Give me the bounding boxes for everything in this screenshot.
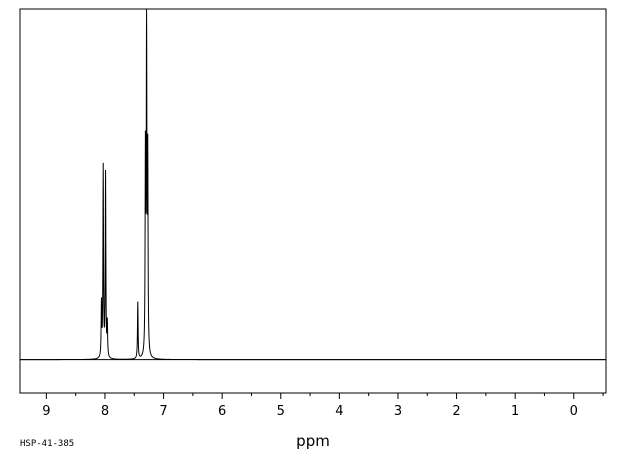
x-tick-label: 2: [452, 404, 460, 419]
x-tick-label: 4: [335, 404, 343, 419]
x-tick-label: 7: [159, 404, 167, 419]
x-tick-label: 8: [101, 404, 109, 419]
x-tick-label: 6: [218, 404, 226, 419]
x-tick-label: 5: [277, 404, 285, 419]
sample-id-label: HSP-41-385: [20, 439, 74, 449]
spectrum-line: [20, 8, 606, 361]
plot-frame: [19, 8, 607, 394]
x-axis-title: ppm: [296, 432, 330, 450]
x-tick-label: 0: [570, 404, 578, 419]
x-tick-label: 9: [42, 404, 50, 419]
x-tick-label: 1: [511, 404, 519, 419]
x-axis: 9 8 7 6 5 4 3 2 1 0: [42, 393, 604, 419]
x-tick-label: 3: [394, 404, 402, 419]
